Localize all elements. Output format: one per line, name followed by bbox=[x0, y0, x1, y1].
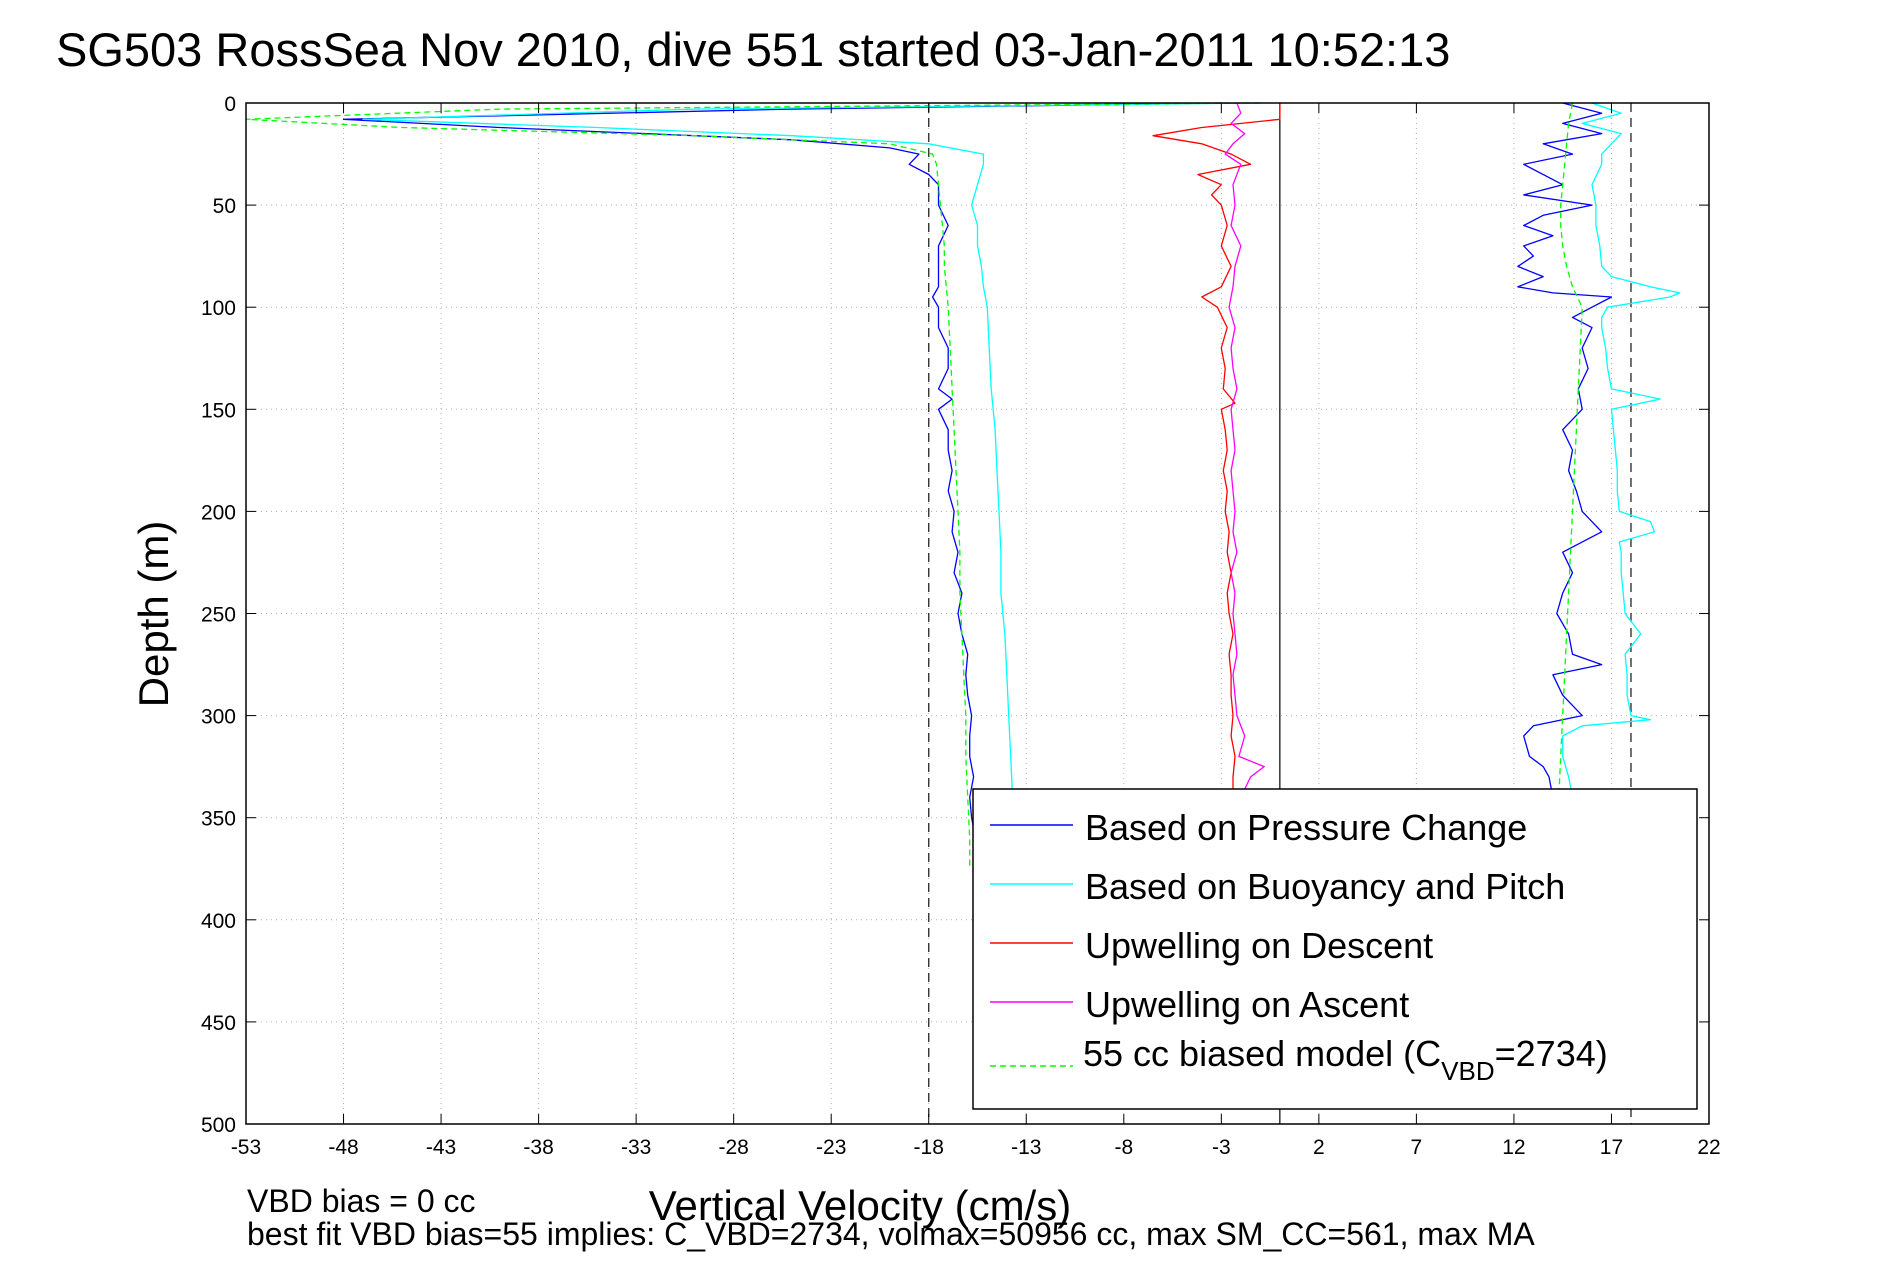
x-tick-label: -48 bbox=[328, 1136, 358, 1159]
data-series bbox=[245, 102, 1681, 869]
y-tick-label: 100 bbox=[201, 297, 236, 320]
y-tick-label: 500 bbox=[201, 1114, 236, 1137]
series-buoyancy-pitch bbox=[362, 102, 1261, 869]
note-best-fit: best fit VBD bias=55 implies: C_VBD=2734… bbox=[247, 1216, 1535, 1252]
legend-label-model-sub: VBD bbox=[1441, 1056, 1494, 1086]
x-tick-label: -8 bbox=[1114, 1136, 1133, 1159]
x-tick-label: -28 bbox=[718, 1136, 748, 1159]
y-tick-label: 150 bbox=[201, 399, 236, 422]
x-axis-label: Vertical Velocity (cm/s) bbox=[649, 1182, 1071, 1229]
y-axis-label: Depth (m) bbox=[130, 521, 177, 708]
y-tick-label: 250 bbox=[201, 604, 236, 627]
chart-title: SG503 RossSea Nov 2010, dive 551 started… bbox=[56, 23, 1450, 76]
legend-label-model-end: =2734) bbox=[1495, 1033, 1608, 1074]
series-upwelling-descent bbox=[1152, 103, 1281, 798]
x-tick-label: -3 bbox=[1212, 1136, 1231, 1159]
x-tick-label: 12 bbox=[1502, 1136, 1525, 1159]
legend-label-model-main: 55 cc biased model (C bbox=[1083, 1033, 1441, 1074]
y-tick-labels: 0 50 100 150 200 250 300 350 400 450 500 bbox=[201, 93, 1709, 1137]
note-vbd-bias: VBD bias = 0 cc bbox=[247, 1183, 476, 1219]
series-biased-model bbox=[245, 102, 1261, 869]
x-tick-label: -23 bbox=[816, 1136, 846, 1159]
x-tick-labels: -53 -48 -43 -38 -33 -28 -23 -18 -13 -8 -3 2 7 12 17 22 bbox=[231, 103, 1721, 1159]
x-tick-label: -13 bbox=[1011, 1136, 1041, 1159]
x-tick-label: -33 bbox=[621, 1136, 651, 1159]
x-tick-label: 2 bbox=[1313, 1136, 1325, 1159]
legend-label-descent: Upwelling on Descent bbox=[1085, 925, 1433, 966]
series-pressure-change bbox=[342, 102, 1222, 869]
legend-label-model: 55 cc biased model (CVBD=2734) bbox=[1083, 1033, 1608, 1086]
series-pressure-change bbox=[1517, 102, 1613, 798]
series-upwelling-ascent bbox=[1224, 102, 1265, 798]
x-tick-label: -53 bbox=[231, 1136, 261, 1159]
x-tick-label: 7 bbox=[1411, 1136, 1423, 1159]
y-tick-label: 400 bbox=[201, 910, 236, 933]
x-tick-label: 17 bbox=[1600, 1136, 1623, 1159]
series-buoyancy-pitch bbox=[1562, 102, 1681, 798]
x-tick-label: -38 bbox=[523, 1136, 553, 1159]
y-tick-label: 300 bbox=[201, 706, 236, 729]
y-tick-label: 450 bbox=[201, 1012, 236, 1035]
legend: Based on Pressure Change Based on Buoyan… bbox=[972, 788, 1698, 1110]
y-tick-label: 350 bbox=[201, 808, 236, 831]
legend-box bbox=[972, 788, 1698, 1110]
series-biased-model bbox=[1558, 102, 1583, 798]
legend-label-pressure: Based on Pressure Change bbox=[1085, 807, 1527, 848]
legend-label-buoyancy: Based on Buoyancy and Pitch bbox=[1085, 866, 1565, 907]
y-tick-label: 200 bbox=[201, 501, 236, 524]
y-tick-label: 0 bbox=[224, 93, 236, 116]
x-tick-label: -43 bbox=[426, 1136, 456, 1159]
x-tick-label: 22 bbox=[1697, 1136, 1720, 1159]
legend-label-ascent: Upwelling on Ascent bbox=[1085, 984, 1409, 1025]
y-tick-label: 50 bbox=[213, 195, 236, 218]
x-tick-label: -18 bbox=[914, 1136, 944, 1159]
